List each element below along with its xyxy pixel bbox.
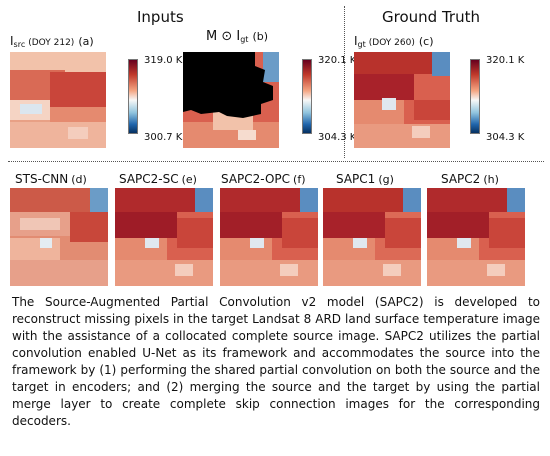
panel-e-label: SAPC2-SC (e) — [119, 172, 197, 186]
panel-g-label: SAPC1 (g) — [336, 172, 394, 186]
panel-e-title: SAPC2-SC — [119, 172, 179, 186]
colorbar-a-max: 319.0 K — [144, 55, 183, 66]
source-lst-image — [10, 52, 106, 148]
panel-d-title: STS-CNN — [15, 172, 69, 186]
colorbar-b-min: 304.3 K — [318, 132, 357, 143]
panel-h-tag: (h) — [483, 173, 499, 186]
sapc1-result-image — [323, 188, 421, 286]
panel-a-doy: (DOY 212) — [28, 38, 75, 48]
panel-b-subscript: gt — [240, 35, 249, 44]
vertical-separator — [344, 6, 345, 158]
colorbar-b-max: 320.1 K — [318, 55, 357, 66]
horizontal-separator — [8, 161, 544, 162]
panel-a-symbol: I — [10, 34, 14, 48]
panel-a-label: Isrc (DOY 212) (a) — [10, 34, 94, 50]
panel-a-subscript: src — [13, 40, 26, 49]
panel-e-tag: (e) — [181, 173, 197, 186]
colorbar-b — [302, 59, 312, 134]
colorbar-a-min: 300.7 K — [144, 132, 183, 143]
panel-c-tag: (c) — [418, 35, 434, 48]
panel-c-subscript: gt — [357, 40, 366, 49]
panel-c-symbol: I — [354, 34, 358, 48]
sts-cnn-result-image — [10, 188, 108, 286]
panel-f-tag: (f) — [293, 173, 306, 186]
figure-caption: The Source-Augmented Partial Convolution… — [12, 295, 540, 428]
panel-c-label: Igt (DOY 260) (c) — [354, 34, 434, 50]
panel-b-symbol: M ⊙ I — [206, 29, 241, 44]
colorbar-c-min: 304.3 K — [486, 132, 525, 143]
inputs-header: Inputs — [137, 8, 184, 26]
panel-b-tag: (b) — [252, 30, 269, 43]
panel-g-tag: (g) — [378, 173, 394, 186]
panel-d-label: STS-CNN (d) — [15, 172, 87, 186]
sapc2-sc-result-image — [115, 188, 213, 286]
masked-target-image — [183, 52, 279, 148]
panel-c-doy: (DOY 260) — [368, 38, 415, 48]
panel-b-label: M ⊙ Igt (b) — [206, 30, 268, 45]
panel-f-title: SAPC2-OPC — [221, 172, 291, 186]
panel-d-tag: (d) — [71, 173, 87, 186]
ground-truth-header: Ground Truth — [382, 8, 480, 26]
colorbar-a — [128, 59, 138, 134]
sapc2-opc-result-image — [220, 188, 318, 286]
panel-f-label: SAPC2-OPC (f) — [221, 172, 306, 186]
ground-truth-image — [354, 52, 450, 148]
panel-h-label: SAPC2 (h) — [441, 172, 499, 186]
panel-h-title: SAPC2 — [441, 172, 481, 186]
colorbar-c-max: 320.1 K — [486, 55, 525, 66]
panel-g-title: SAPC1 — [336, 172, 376, 186]
panel-a-tag: (a) — [78, 35, 94, 48]
colorbar-c — [470, 59, 480, 134]
sapc2-result-image — [427, 188, 525, 286]
